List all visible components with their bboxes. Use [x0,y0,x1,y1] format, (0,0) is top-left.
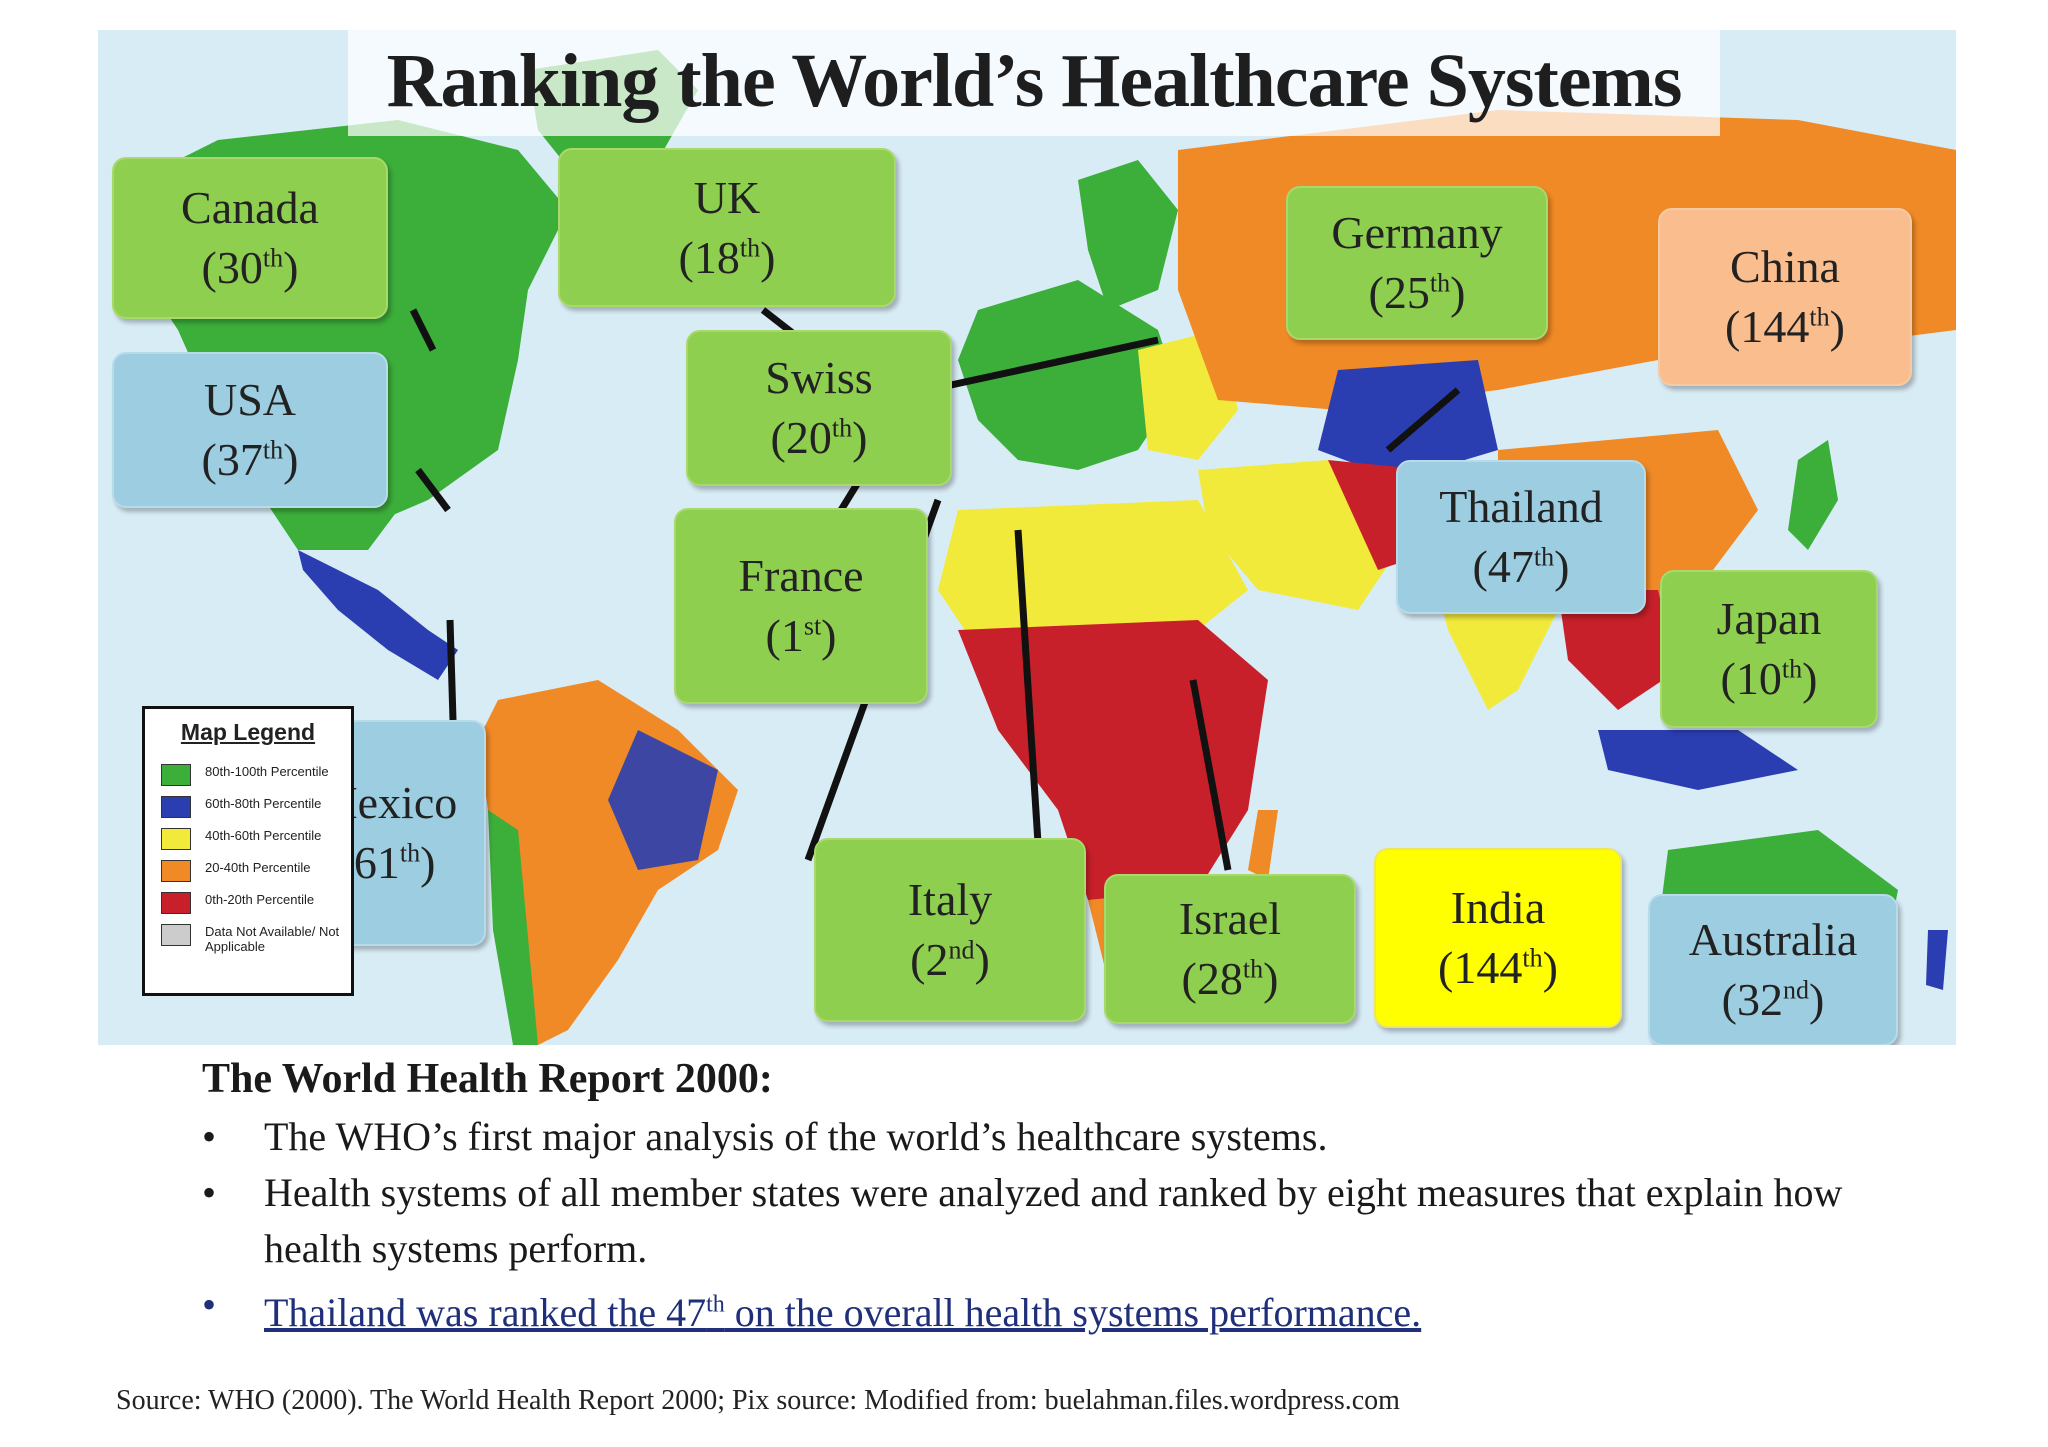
country-rank: (18th) [678,231,776,283]
country-name: UK [693,171,761,223]
country-rank: (2nd) [910,934,990,985]
country-name: Canada [181,182,319,233]
legend-label: 40th-60th Percentile [205,828,322,843]
chile-shape [488,810,538,1045]
country-name: Japan [1716,593,1822,644]
brazil-east-shape [608,730,718,870]
indonesia-shape [1598,730,1798,790]
page-title: Ranking the World’s Healthcare Systems [386,39,1683,123]
legend-label: 0th-20th Percentile [205,892,315,907]
country-box-canada: Canada (30th) [112,157,388,319]
country-rank: (28th) [1181,953,1279,1004]
europe-shape [958,280,1178,470]
legend-swatch [161,828,191,850]
africa-central-shape [958,620,1268,930]
country-box-israel: Israel (28th) [1104,874,1356,1024]
country-name: Swiss [765,352,873,403]
report-heading: The World Health Report 2000: [202,1056,773,1102]
country-name: Israel [1178,893,1282,944]
country-name: China [1730,241,1840,292]
scandinavia-shape [1078,160,1178,310]
country-box-australia: Australia (32nd) [1648,894,1898,1045]
legend-title: Map Legend [180,719,316,745]
legend-label: 20-40th Percentile [205,860,311,875]
country-rank: (30th) [201,242,299,293]
legend-item: 60th-80th Percentile [161,796,351,818]
legend-label: 60th-80th Percentile [205,796,322,811]
report-bullet-link: • Thailand was ranked the 47th on the ov… [202,1277,1902,1341]
country-box-swiss: Swiss (20th) [686,330,952,486]
mexico-shape [298,550,458,680]
country-box-germany: Germany (25th) [1286,186,1548,340]
country-name: France [738,550,864,601]
country-rank: (20th) [770,412,868,463]
country-name: Italy [907,874,993,925]
se-asia-shape [1558,590,1678,710]
bullet-icon: • [202,1282,217,1327]
country-name: Australia [1688,914,1858,965]
thailand-ranking-link[interactable]: Thailand was ranked the 47th on the over… [264,1290,1422,1336]
legend-item: 20-40th Percentile [161,860,351,882]
country-box-italy: Italy (2nd) [814,838,1086,1022]
country-rank: (1st) [765,610,837,661]
madagascar-shape [1248,810,1278,880]
country-rank: (25th) [1368,267,1466,318]
legend-label: 80th-100th Percentile [205,764,329,779]
report-bullet: • The WHO’s first major analysis of the … [202,1109,1902,1165]
bullet-text: Health systems of all member states were… [264,1170,1843,1271]
report-bullet: • Health systems of all member states we… [202,1165,1902,1277]
japan-shape [1788,440,1838,550]
country-box-uk: UK (18th) [558,148,896,307]
source-citation: Source: WHO (2000). The World Health Rep… [116,1385,1400,1416]
country-box-china: China (144th) [1658,208,1912,386]
country-rank: (10th) [1720,653,1818,704]
legend-item: 80th-100th Percentile [161,764,351,786]
country-rank: (47th) [1472,541,1570,592]
legend-label: Data Not Available/ Not Applicable [205,924,340,954]
legend-swatch [161,892,191,914]
country-name: Germany [1331,207,1503,258]
legend-item: 40th-60th Percentile [161,828,351,850]
legend-swatch [161,860,191,882]
bullet-icon: • [202,1170,217,1215]
country-box-india: India (144th) [1374,848,1622,1028]
country-box-japan: Japan (10th) [1660,570,1878,728]
report-section: The World Health Report 2000: • The WHO’… [202,1055,1902,1341]
country-name: India [1450,882,1546,933]
country-name: Thailand [1439,481,1603,532]
new-zealand-shape [1926,930,1948,990]
country-rank: (144th) [1438,942,1558,993]
legend-swatch [161,764,191,786]
country-name: USA [203,374,297,425]
legend-swatch [161,796,191,818]
title-band [348,30,1720,136]
country-rank: (144th) [1725,301,1845,352]
map-legend: Map Legend 80th-100th Percentile 60th-80… [142,706,354,996]
country-rank: (37th) [201,434,299,485]
country-box-thailand: Thailand (47th) [1396,460,1646,614]
country-box-france: France (1st) [674,508,928,704]
world-map: Ranking the World’s Healthcare Systems C… [98,30,1956,1045]
country-rank: (32nd) [1721,974,1825,1025]
bullet-text: The WHO’s first major analysis of the wo… [264,1114,1328,1159]
legend-swatch [161,924,191,946]
legend-item: Data Not Available/ Not Applicable [161,924,351,954]
country-box-usa: USA (37th) [112,352,388,508]
legend-item: 0th-20th Percentile [161,892,351,914]
bullet-icon: • [202,1114,217,1159]
map-shapes [118,50,1956,1045]
